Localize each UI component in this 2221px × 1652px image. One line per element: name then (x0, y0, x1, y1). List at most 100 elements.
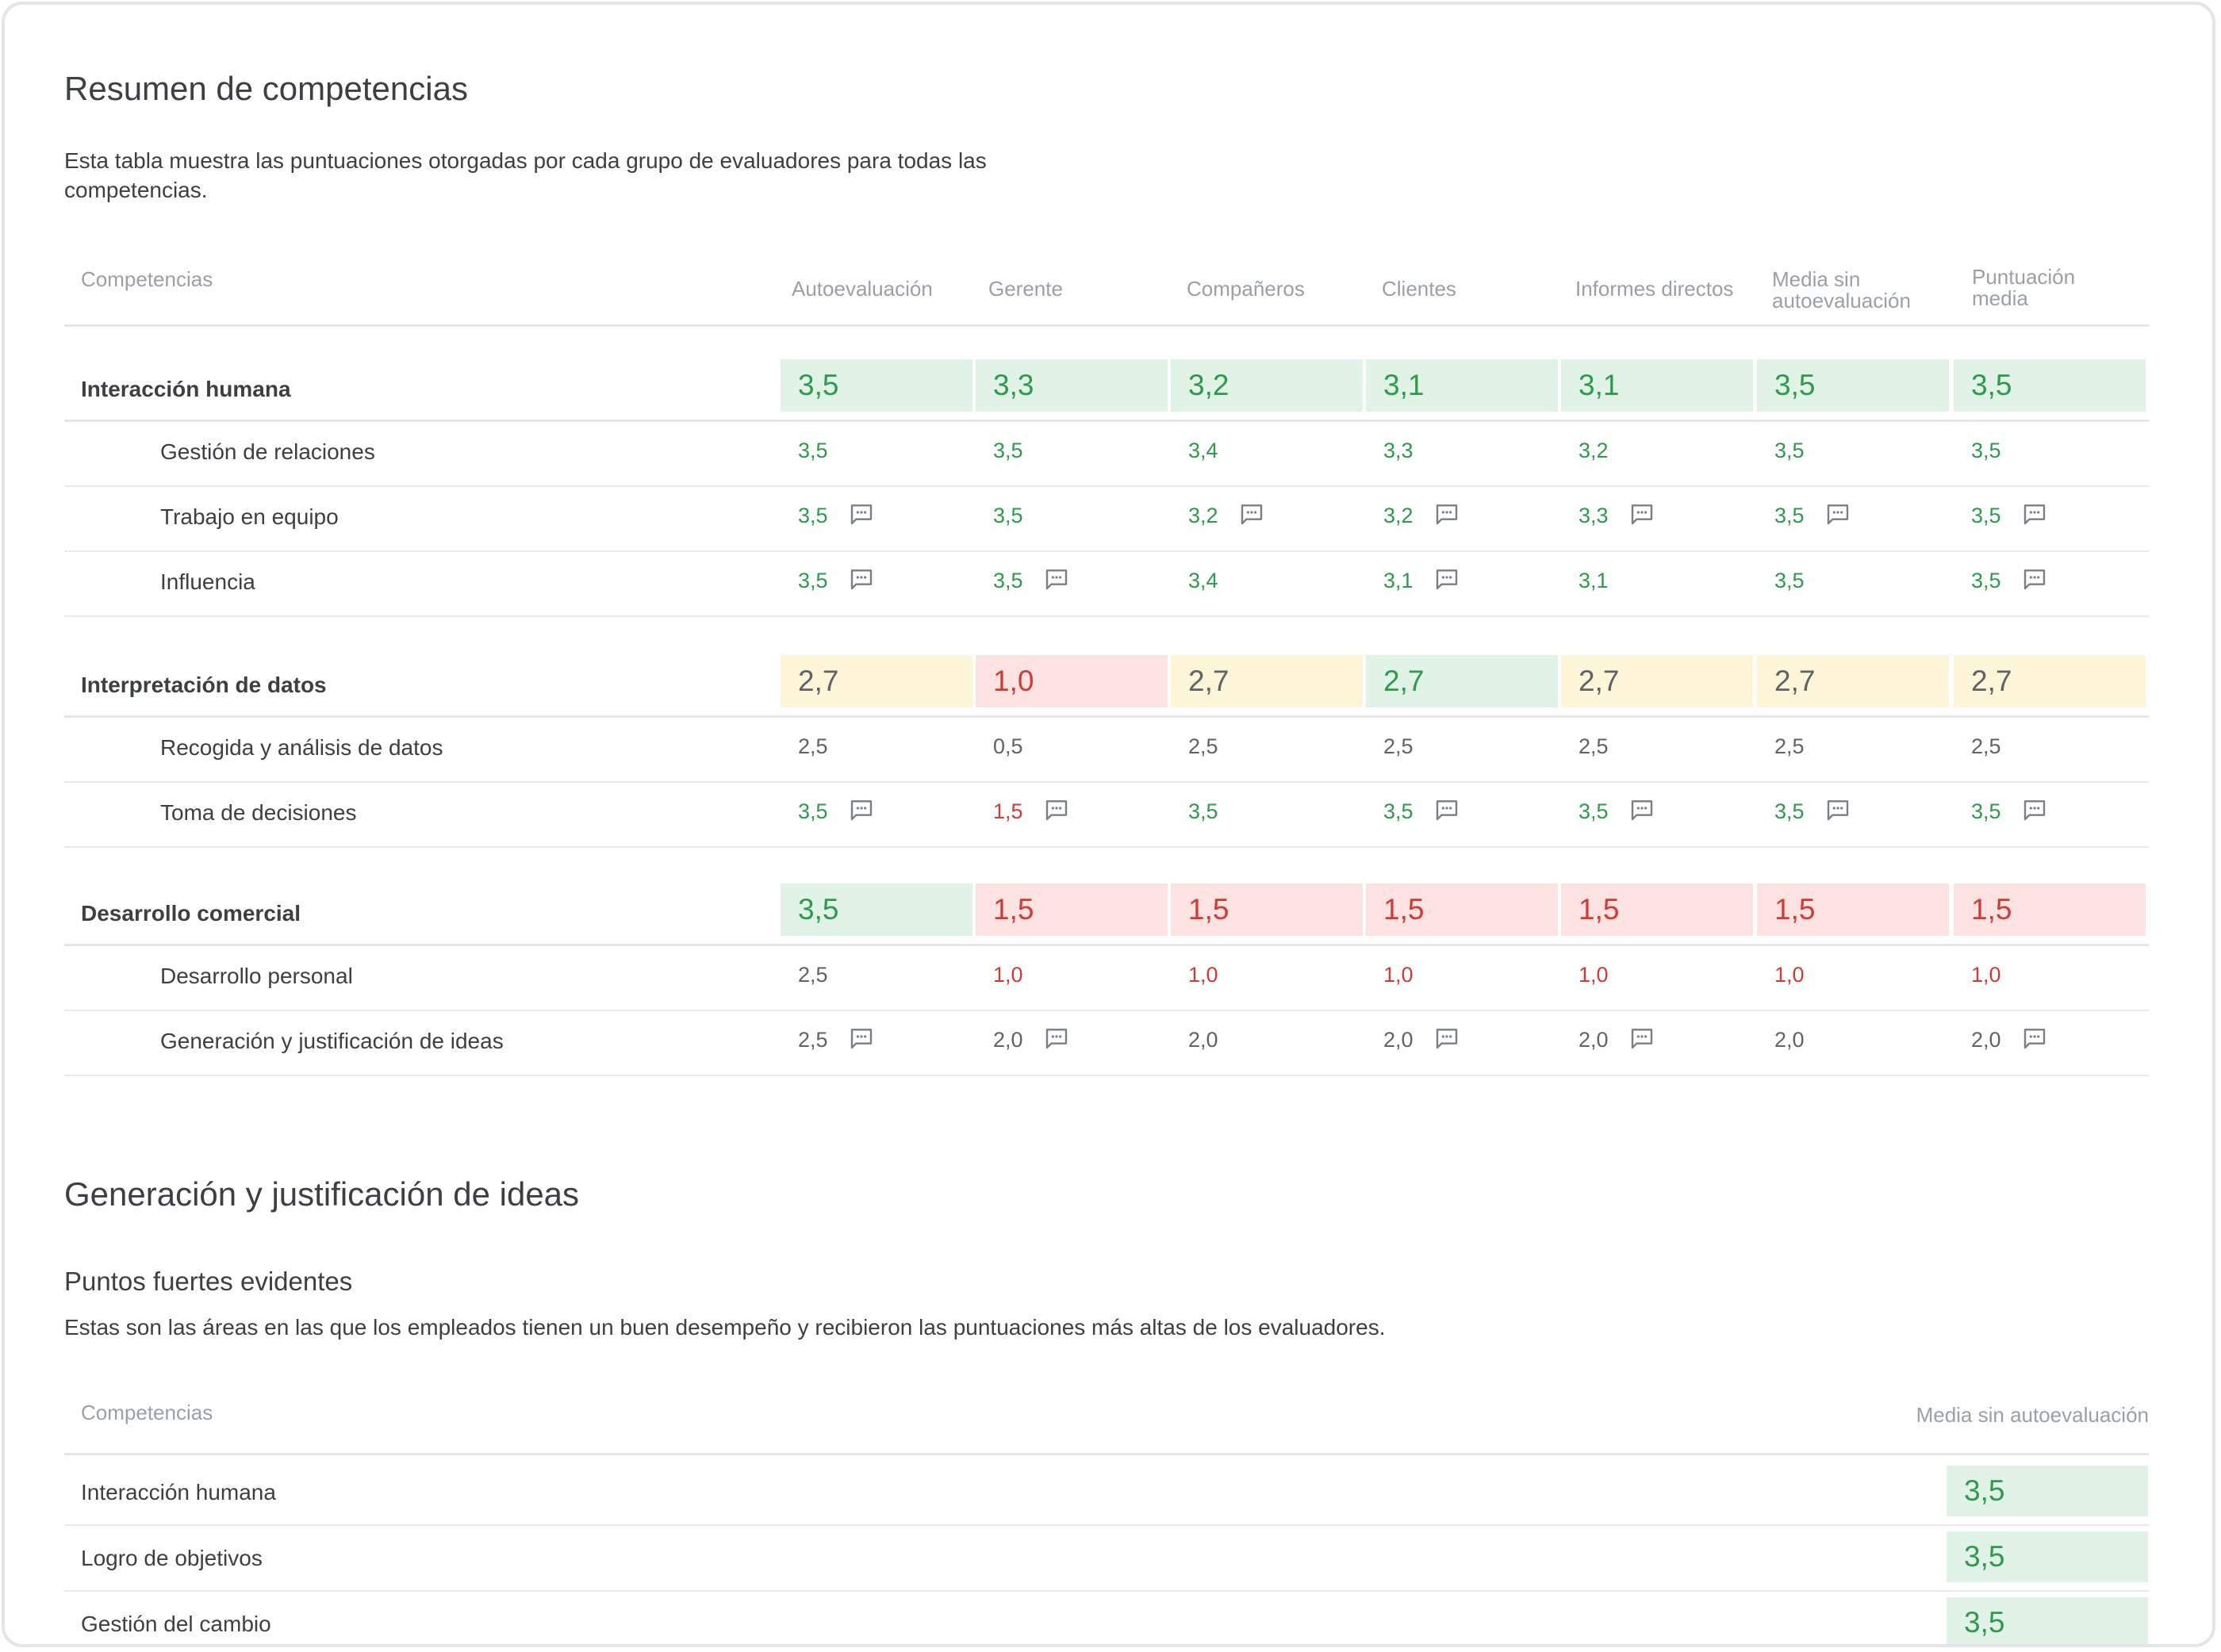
score-value: 3,5 (1971, 439, 2001, 462)
category-score-cell: 2,7 (1171, 655, 1363, 707)
row-divider (64, 846, 2149, 848)
score-value: 2,5 (1188, 734, 1218, 758)
score-value: 3,4 (1188, 439, 1218, 462)
category-label: Interacción humana (81, 377, 291, 401)
strength-score-cell: 3,5 (1947, 1597, 2148, 1644)
score-value: 2,0 (1971, 1028, 2001, 1052)
score-value: 3,5 (1188, 799, 1218, 823)
comment-icon[interactable] (849, 501, 874, 527)
row-divider (64, 1010, 2149, 1011)
score-value: 3,2 (1578, 439, 1609, 462)
score-value: 3,5 (1971, 799, 2001, 823)
comment-icon[interactable] (1044, 797, 1069, 822)
score-value: 3,5 (1971, 569, 2001, 592)
col-gerente: Gerente (988, 277, 1063, 301)
comment-icon[interactable] (2022, 1025, 2047, 1051)
col-media-line-2: autoevaluación (1772, 289, 1911, 312)
competency-label: Influencia (160, 569, 255, 594)
detail-title: Generación y justificación de ideas (64, 1175, 580, 1213)
col-puntuacion-media: Puntuación media (1972, 266, 2075, 309)
category-score-cell: 3,1 (1366, 359, 1558, 412)
score-value: 2,5 (1578, 734, 1609, 758)
score-value: 2,0 (1578, 1028, 1609, 1052)
score-value: 1,0 (1971, 963, 2001, 987)
comment-icon[interactable] (1629, 1025, 1655, 1051)
score-value: 0,5 (993, 734, 1023, 758)
competency-label: Toma de decisiones (160, 800, 357, 825)
comment-icon[interactable] (2022, 566, 2047, 592)
score-value: 3,5 (798, 439, 828, 462)
comment-icon[interactable] (849, 566, 874, 592)
comment-icon[interactable] (1825, 797, 1851, 822)
comment-icon[interactable] (1434, 797, 1460, 822)
score-value: 1,0 (1383, 963, 1414, 987)
comment-icon[interactable] (1239, 501, 1264, 527)
comment-icon[interactable] (1434, 566, 1460, 592)
col-media-sin-autoevaluacion: Media sin autoevaluación (1772, 269, 1911, 312)
comment-icon[interactable] (2022, 797, 2047, 822)
comment-icon[interactable] (849, 1025, 874, 1051)
score-value: 1,0 (993, 963, 1023, 987)
row-divider (64, 781, 2149, 783)
category-score-cell: 1,5 (1757, 883, 1949, 936)
score-value: 2,5 (798, 734, 828, 758)
category-score-cell: 3,1 (1561, 359, 1753, 412)
score-value: 3,3 (1383, 439, 1414, 462)
score-value: 3,5 (1774, 799, 1805, 823)
comment-icon[interactable] (1825, 501, 1851, 527)
strength-row-divider (64, 1524, 2149, 1526)
row-divider (64, 485, 2149, 487)
score-value: 2,5 (1971, 734, 2001, 758)
score-value: 3,5 (1971, 504, 2001, 527)
col-puntuacion-line-1: Puntuación (1972, 265, 2076, 289)
category-score-cell: 3,5 (781, 359, 972, 412)
score-value: 3,1 (1578, 569, 1609, 592)
category-score-cell: 1,0 (976, 655, 1168, 707)
score-value: 3,4 (1188, 569, 1218, 592)
col-media-line-1: Media sin (1772, 267, 1861, 291)
score-value: 2,0 (1383, 1028, 1414, 1052)
score-value: 3,2 (1188, 504, 1218, 527)
score-value: 1,0 (1578, 963, 1609, 987)
header-divider (64, 324, 2149, 327)
row-divider (64, 550, 2149, 552)
col-informes-directos: Informes directos (1575, 277, 1734, 301)
comment-icon[interactable] (1629, 501, 1655, 527)
score-value: 3,5 (1774, 504, 1805, 527)
comment-icon[interactable] (1434, 1025, 1460, 1051)
comment-icon[interactable] (1044, 1025, 1069, 1051)
category-score-cell: 2,7 (1757, 655, 1949, 707)
comment-icon[interactable] (2022, 501, 2047, 527)
category-score-cell: 1,5 (1561, 883, 1753, 936)
comment-icon[interactable] (1044, 566, 1069, 592)
competency-label: Recogida y análisis de datos (160, 735, 443, 760)
score-value: 3,3 (1578, 504, 1609, 527)
strength-competency-label: Logro de objetivos (81, 1546, 263, 1570)
score-value: 2,5 (1383, 734, 1414, 758)
comment-icon[interactable] (849, 797, 874, 822)
category-score-cell: 2,7 (1954, 655, 2146, 707)
score-value: 3,5 (798, 569, 828, 592)
summary-description: Esta tabla muestra las puntuaciones otor… (64, 148, 987, 202)
score-value: 2,0 (1774, 1028, 1805, 1052)
strength-score-cell: 3,5 (1947, 1466, 2148, 1516)
score-value: 2,0 (1188, 1028, 1218, 1052)
category-divider (64, 715, 2149, 718)
category-score-cell: 1,5 (1171, 883, 1363, 936)
category-score-cell: 3,5 (781, 883, 972, 936)
score-value: 1,0 (1774, 963, 1805, 987)
summary-title: Resumen de competencias (64, 70, 468, 107)
strength-competency-label: Gestión del cambio (81, 1612, 271, 1636)
category-score-cell: 3,3 (976, 359, 1168, 412)
strength-competency-label: Interacción humana (81, 1480, 276, 1504)
category-score-cell: 2,7 (1366, 655, 1558, 707)
comment-icon[interactable] (1629, 797, 1655, 822)
score-value: 2,5 (798, 1028, 828, 1052)
comment-icon[interactable] (1434, 501, 1460, 527)
score-value: 2,5 (798, 963, 828, 987)
category-score-cell: 3,5 (1757, 359, 1949, 412)
strength-row-divider (64, 1590, 2149, 1592)
category-divider (64, 944, 2149, 946)
category-label: Interpretación de datos (81, 673, 327, 697)
score-value: 3,5 (1774, 569, 1805, 592)
